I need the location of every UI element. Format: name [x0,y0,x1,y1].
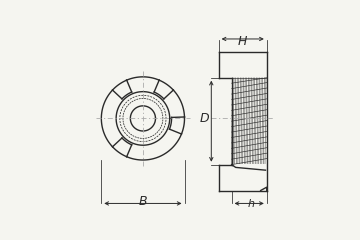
Text: B: B [139,195,147,208]
Text: h: h [248,199,255,209]
Text: D: D [200,112,210,125]
Text: H: H [238,35,247,48]
